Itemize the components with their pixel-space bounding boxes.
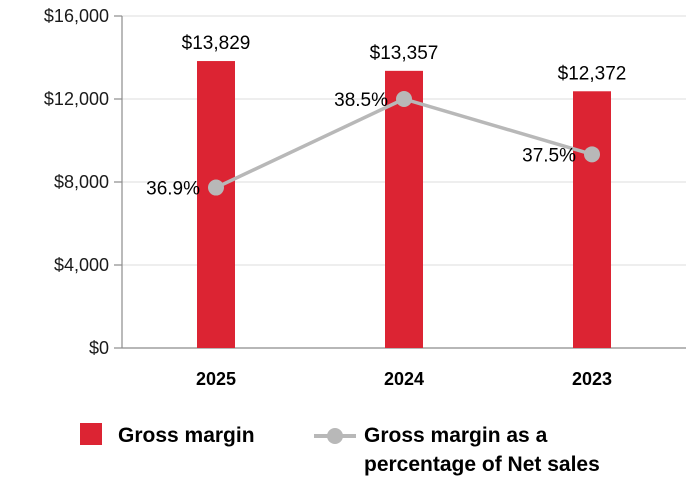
y-tick-label: $8,000 (54, 172, 109, 192)
percentage-point-2024 (396, 91, 412, 107)
legend-line-swatch (314, 428, 356, 444)
legend-line-label-line2: percentage of Net sales (364, 453, 600, 476)
percentage-point-2025 (208, 179, 224, 196)
legend-bar-label: Gross margin (118, 424, 255, 447)
y-axis-ticks: $0 $4,000 $8,000 $12,000 $16,000 (44, 6, 686, 358)
bars (197, 61, 611, 348)
chart: $0$4,000$8,000$12,000$16,000 $13,829 $13,… (44, 6, 686, 389)
bar-value-label: $13,357 (370, 43, 439, 64)
percentage-point-2023 (584, 146, 600, 163)
legend-line-label: Gross margin as a percentage of Net sale… (364, 421, 600, 479)
x-category-label: 2023 (572, 369, 612, 389)
y-tick-label: $0 (89, 338, 109, 358)
x-axis-categories: 2025 2024 2023 (196, 369, 612, 389)
data-labels: $13,829 $13,357 $12,372 36.9% 38.5% 37.5% (146, 33, 626, 199)
y-tick-label: $12,000 (44, 89, 109, 109)
bar-2023 (573, 91, 611, 348)
x-category-label: 2024 (384, 369, 424, 389)
bar-2024 (385, 70, 423, 348)
x-category-label: 2025 (196, 369, 236, 389)
y-tick-label: $16,000 (44, 6, 109, 26)
bar-value-label: $12,372 (558, 63, 627, 84)
legend-bar-swatch (80, 423, 102, 445)
percentage-label: 38.5% (334, 90, 388, 111)
y-tick-label: $4,000 (54, 255, 109, 275)
bar-value-label: $13,829 (182, 33, 251, 54)
percentage-line (208, 91, 600, 196)
legend-line-label-line1: Gross margin as a (364, 424, 548, 447)
percentage-label: 37.5% (522, 145, 576, 166)
percentage-label: 36.9% (146, 179, 200, 200)
bar-2025 (197, 61, 235, 348)
